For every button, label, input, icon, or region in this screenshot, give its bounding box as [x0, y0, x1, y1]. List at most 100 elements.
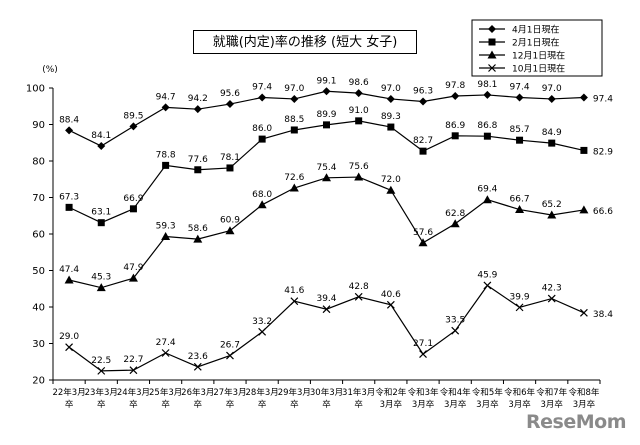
marker-cross [161, 349, 170, 357]
data-label: 42.3 [542, 284, 562, 294]
y-tick-label: 50 [32, 266, 45, 277]
x-tick-label: 令和8年 [568, 387, 599, 398]
x-tick-label: 28年3月 [246, 387, 279, 398]
x-tick-label: 卒 [226, 399, 235, 410]
data-label: 33.2 [252, 317, 272, 327]
marker-diamond [258, 93, 267, 102]
legend-label: 4月1日現在 [512, 24, 559, 36]
marker-diamond [322, 87, 331, 96]
data-label: 63.1 [91, 208, 111, 218]
data-label: 88.5 [284, 115, 304, 125]
marker-diamond [451, 92, 460, 101]
marker-triangle [482, 195, 492, 204]
data-label: 75.4 [316, 163, 336, 173]
marker-triangle [193, 234, 203, 243]
marker-cross [547, 294, 556, 303]
data-label: 38.4 [593, 310, 613, 320]
data-label: 33.5 [445, 316, 465, 326]
data-label: 78.1 [220, 153, 240, 163]
x-tick-label: 3月卒 [573, 399, 596, 410]
x-tick-label: 26年3月 [181, 387, 214, 398]
marker-square [580, 146, 588, 154]
x-tick-label: 27年3月 [213, 387, 246, 398]
marker-diamond [547, 94, 556, 103]
data-label: 84.9 [542, 128, 562, 138]
series-diamond [65, 87, 588, 151]
marker-diamond [386, 94, 395, 103]
marker-triangle [418, 238, 428, 247]
data-label: 89.5 [123, 111, 143, 121]
y-tick-label: 60 [32, 230, 45, 241]
data-label: 97.4 [252, 82, 272, 92]
y-tick-label: 70 [32, 193, 45, 204]
marker-triangle [579, 205, 589, 214]
data-label: 41.6 [284, 286, 304, 296]
data-label: 29.0 [59, 332, 79, 342]
data-label: 40.6 [381, 290, 401, 300]
marker-diamond [483, 90, 492, 99]
marker-triangle [128, 273, 138, 282]
marker-square [290, 126, 298, 134]
data-label: 45.9 [477, 270, 497, 280]
data-label: 82.7 [413, 136, 433, 146]
data-label: 72.0 [381, 175, 401, 185]
x-tick-label: 卒 [290, 399, 299, 410]
axes: 2030405060708090100(%)22年3月卒23年3月卒24年3月卒… [26, 65, 601, 410]
data-label: 47.4 [59, 265, 79, 275]
data-label: 75.6 [349, 162, 369, 172]
marker-triangle [225, 226, 235, 235]
x-tick-label: 3月卒 [412, 399, 435, 410]
x-tick-label: 令和5年 [472, 387, 503, 398]
marker-square [65, 203, 73, 211]
data-label: 66.6 [593, 207, 613, 217]
data-label: 42.8 [349, 282, 369, 292]
data-label: 94.2 [188, 94, 208, 104]
data-label: 86.9 [445, 121, 465, 131]
y-tick-label: 90 [32, 120, 45, 131]
data-label: 39.9 [510, 292, 530, 302]
marker-diamond [579, 93, 588, 102]
data-label: 97.4 [510, 82, 530, 92]
marker-triangle [354, 172, 364, 181]
marker-triangle [161, 232, 171, 241]
x-tick-label: 卒 [129, 399, 138, 410]
marker-diamond [419, 97, 428, 106]
data-label: 57.6 [413, 228, 433, 238]
marker-square [258, 135, 266, 143]
x-tick-label: 22年3月 [52, 387, 85, 398]
data-label: 95.6 [220, 89, 240, 99]
marker-cross [290, 297, 299, 306]
marker-cross [488, 64, 496, 72]
marker-square [548, 139, 556, 147]
x-tick-label: 23年3月 [85, 387, 118, 398]
legend-label: 2月1日現在 [512, 37, 559, 49]
data-label: 22.5 [91, 356, 111, 366]
x-tick-label: 30年3月 [310, 387, 343, 398]
x-tick-label: 29年3月 [278, 387, 311, 398]
marker-diamond [97, 142, 106, 151]
x-tick-label: 卒 [322, 399, 331, 410]
marker-square [355, 117, 363, 125]
data-label: 89.9 [316, 110, 336, 120]
data-label: 86.8 [477, 121, 497, 131]
marker-triangle [515, 205, 525, 214]
data-label: 88.4 [59, 115, 79, 125]
data-label: 58.6 [188, 224, 208, 234]
data-label: 78.8 [156, 150, 176, 160]
marker-square [419, 147, 427, 155]
x-tick-label: 卒 [65, 399, 74, 410]
marker-square [129, 205, 137, 213]
x-tick-label: 25年3月 [149, 387, 182, 398]
series-cross [65, 281, 588, 375]
data-label: 65.2 [542, 200, 562, 210]
marker-triangle [96, 283, 106, 292]
marker-cross [65, 343, 74, 352]
marker-diamond [193, 105, 202, 114]
marker-cross [354, 292, 363, 301]
marker-triangle [64, 275, 74, 284]
marker-cross [322, 305, 331, 314]
marker-square [488, 38, 496, 46]
marker-cross [129, 366, 138, 375]
